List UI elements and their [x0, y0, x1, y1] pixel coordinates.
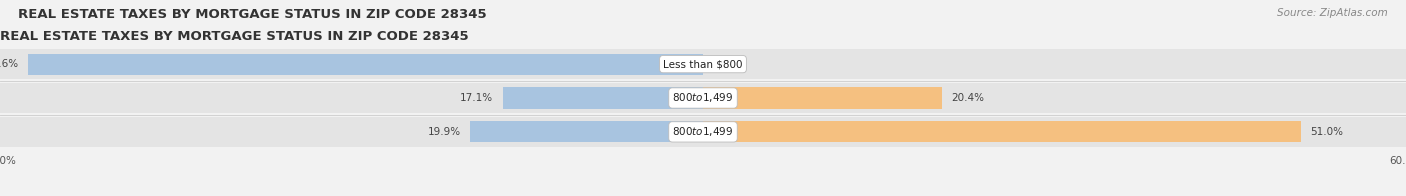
Bar [470, 121, 703, 142]
Text: $800 to $1,499: $800 to $1,499 [672, 92, 734, 104]
Legend: Without Mortgage, With Mortgage: Without Mortgage, With Mortgage [576, 193, 830, 196]
Text: $800 to $1,499: $800 to $1,499 [672, 125, 734, 138]
Text: 57.6%: 57.6% [0, 59, 18, 69]
Text: 20.4%: 20.4% [952, 93, 984, 103]
Bar [0, 83, 1406, 113]
Bar [703, 121, 1301, 142]
Text: 19.9%: 19.9% [427, 127, 461, 137]
Text: 51.0%: 51.0% [1310, 127, 1343, 137]
Text: REAL ESTATE TAXES BY MORTGAGE STATUS IN ZIP CODE 28345: REAL ESTATE TAXES BY MORTGAGE STATUS IN … [18, 8, 486, 21]
Text: 0.0%: 0.0% [713, 59, 738, 69]
Bar [0, 117, 1406, 147]
Text: REAL ESTATE TAXES BY MORTGAGE STATUS IN ZIP CODE 28345: REAL ESTATE TAXES BY MORTGAGE STATUS IN … [0, 30, 468, 43]
Text: Less than $800: Less than $800 [664, 59, 742, 69]
Bar [703, 87, 942, 109]
Bar [28, 54, 703, 75]
Bar [0, 49, 1406, 79]
Text: Source: ZipAtlas.com: Source: ZipAtlas.com [1277, 8, 1388, 18]
Text: 17.1%: 17.1% [460, 93, 494, 103]
Bar [503, 87, 703, 109]
